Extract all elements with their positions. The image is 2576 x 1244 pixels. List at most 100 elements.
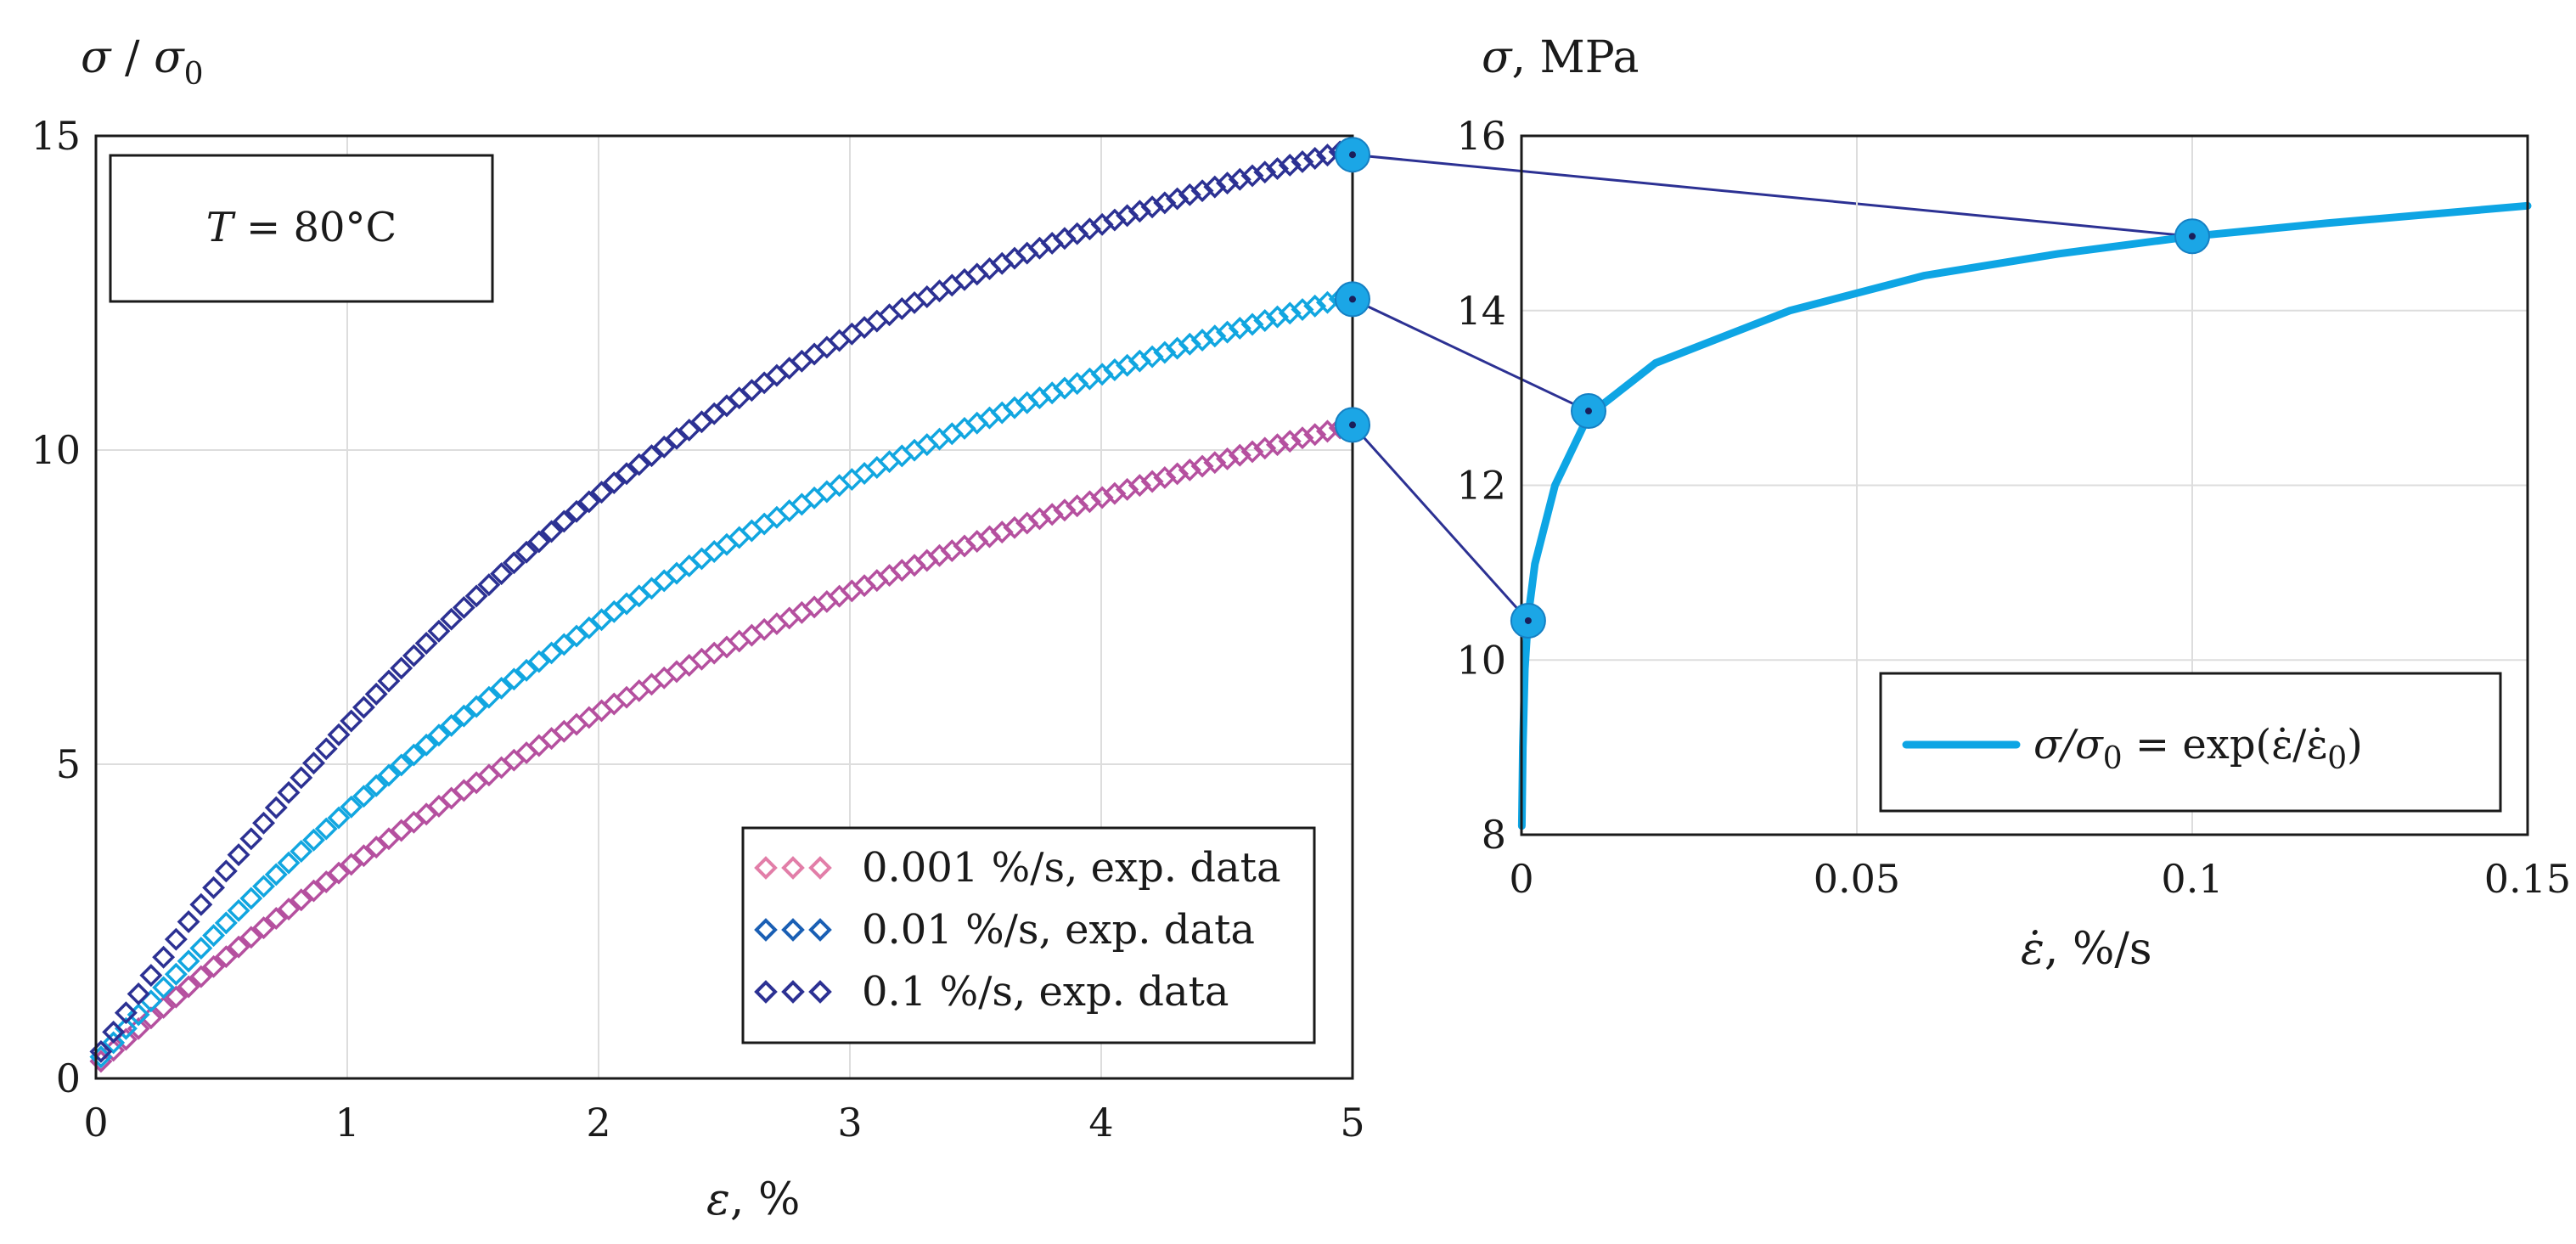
left-data-point xyxy=(665,426,689,450)
left-data-point xyxy=(878,303,902,327)
left-data-point xyxy=(364,836,388,859)
left-data-point xyxy=(477,573,501,597)
left-data-point xyxy=(164,927,188,951)
left-data-point xyxy=(390,753,413,777)
left-series-2 xyxy=(89,140,1352,1063)
left-series-1 xyxy=(89,287,1352,1069)
left-data-point xyxy=(490,756,514,780)
left-data-point xyxy=(152,945,176,969)
left-data-point xyxy=(1190,454,1214,478)
left-x-tick-label: 0 xyxy=(83,1100,108,1145)
highlight-marker-center xyxy=(1349,421,1356,429)
left-legend-marker xyxy=(808,918,832,942)
left-y-axis-label: σ / σ0 xyxy=(81,32,203,92)
left-data-point xyxy=(302,879,325,903)
left-data-point xyxy=(139,964,163,988)
connector-line xyxy=(1351,424,1530,622)
left-data-point xyxy=(765,363,789,387)
left-data-point xyxy=(778,606,801,630)
left-data-point xyxy=(502,748,526,772)
right-legend-sub2: 0 xyxy=(2327,741,2347,776)
highlight-marker-center xyxy=(1349,296,1356,303)
connector-line xyxy=(1352,153,2193,238)
left-data-point xyxy=(852,316,876,340)
left-data-point xyxy=(464,695,488,718)
left-data-point xyxy=(1190,179,1214,203)
left-data-point xyxy=(177,949,200,973)
left-data-point xyxy=(689,547,713,571)
left-data-point xyxy=(1103,481,1127,505)
right-ylabel-unit: , MPa xyxy=(1512,32,1640,83)
left-data-point xyxy=(252,875,276,898)
left-data-point xyxy=(678,554,701,577)
left-legend-marker xyxy=(781,918,805,942)
left-y-tick-label: 0 xyxy=(56,1055,81,1101)
left-data-point xyxy=(815,335,839,359)
right-y-tick-label: 10 xyxy=(1456,637,1506,683)
left-data-point xyxy=(915,433,939,457)
left-data-point xyxy=(1240,440,1264,464)
left-data-point xyxy=(164,985,188,1009)
highlight-marker-center xyxy=(2189,233,2196,240)
left-legend-frame xyxy=(741,826,1316,1044)
left-data-point xyxy=(377,827,401,851)
left-data-point xyxy=(189,892,213,916)
left-data-point xyxy=(1178,458,1201,481)
left-data-point xyxy=(1253,160,1277,184)
left-x-tick-label: 3 xyxy=(837,1100,862,1145)
left-y-tick-label: 15 xyxy=(31,113,81,159)
left-data-point xyxy=(490,676,514,700)
left-data-point xyxy=(627,453,651,476)
annotation-frame xyxy=(109,154,494,303)
left-data-point xyxy=(828,329,852,352)
left-data-point xyxy=(953,267,976,291)
left-data-point xyxy=(1216,447,1240,470)
left-data-point xyxy=(728,629,751,653)
left-data-point xyxy=(102,1020,126,1044)
left-data-point xyxy=(490,562,514,586)
left-series-group xyxy=(89,140,1352,1073)
left-data-point xyxy=(377,763,401,787)
left-data-point xyxy=(239,926,263,949)
left-data-point xyxy=(290,888,313,912)
left-data-point xyxy=(302,751,325,775)
left-y-tick-label: 10 xyxy=(31,427,81,473)
left-data-point xyxy=(615,462,638,486)
left-data-point xyxy=(802,342,826,366)
left-data-point xyxy=(515,540,538,564)
right-legend-main: σ/σ xyxy=(2033,721,2104,768)
left-data-point xyxy=(689,647,713,671)
left-data-point xyxy=(440,713,464,737)
left-data-point xyxy=(1291,149,1314,173)
left-data-point xyxy=(1315,290,1339,314)
temperature-annotation: T = 80°C xyxy=(109,154,494,303)
left-data-point xyxy=(364,682,388,706)
left-data-point xyxy=(652,569,676,593)
highlight-marker-center xyxy=(1585,408,1592,415)
highlight-markers xyxy=(1335,137,2210,639)
left-data-point xyxy=(227,935,250,959)
left-data-point xyxy=(577,490,601,514)
connector-line xyxy=(1352,298,1589,413)
left-data-point xyxy=(102,1031,126,1055)
left-xlabel-unit: , % xyxy=(730,1174,800,1225)
left-data-point xyxy=(527,734,551,757)
left-data-point xyxy=(377,669,401,693)
left-data-point xyxy=(1216,320,1240,344)
left-data-point xyxy=(678,654,701,677)
left-data-point xyxy=(1266,433,1289,457)
left-data-point xyxy=(865,456,889,479)
left-data-point xyxy=(740,379,763,402)
left-legend: 0.001 %/s, exp. data 0.01 %/s, exp. data 0… xyxy=(741,826,1316,1044)
left-data-point xyxy=(402,644,425,667)
left-data-point xyxy=(1303,294,1327,318)
left-data-point xyxy=(1315,419,1339,443)
left-data-point xyxy=(239,827,263,851)
left-x-axis-label: ε, % xyxy=(706,1174,800,1225)
left-data-point xyxy=(152,976,176,999)
left-data-point xyxy=(1203,324,1227,348)
left-data-point xyxy=(1228,167,1251,191)
left-data-point xyxy=(602,692,626,716)
right-y-tick-label: 14 xyxy=(1456,288,1506,334)
